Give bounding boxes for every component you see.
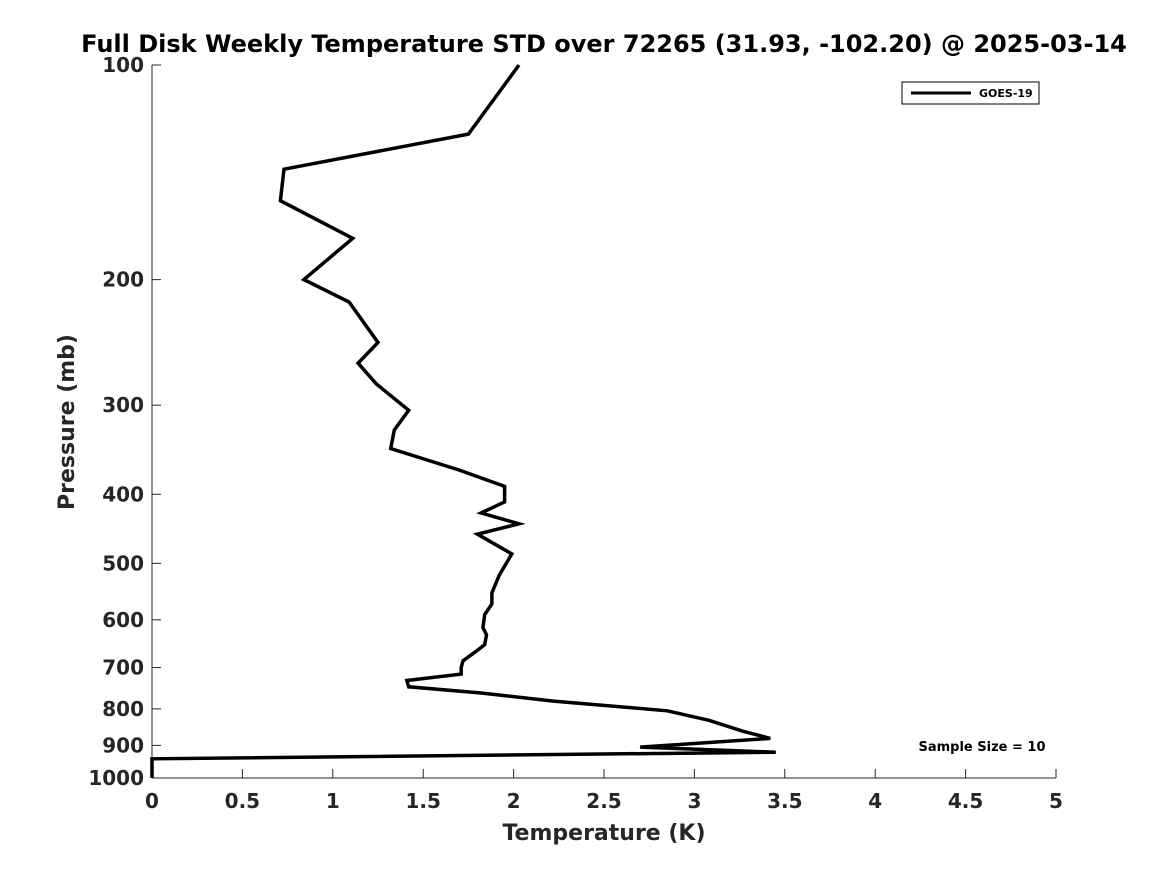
x-tick-label: 5	[1049, 789, 1063, 813]
x-tick-label: 0	[145, 789, 159, 813]
x-tick-label: 4.5	[948, 789, 983, 813]
series-line-goes-19	[150, 63, 776, 778]
x-tick-label: 3.5	[767, 789, 802, 813]
chart-title: Full Disk Weekly Temperature STD over 72…	[81, 30, 1127, 58]
legend-label: GOES-19	[979, 87, 1033, 100]
y-tick-label: 400	[102, 482, 144, 506]
y-tick-label: 800	[102, 697, 144, 721]
y-axis-ticks: 100 200 300 400 500 600 700 800 900 1000	[88, 53, 161, 790]
x-tick-label: 1.5	[405, 789, 440, 813]
legend: GOES-19	[901, 81, 1040, 105]
x-tick-label: 2.5	[586, 789, 621, 813]
x-axis-label: Temperature (K)	[502, 821, 705, 846]
x-tick-label: 3	[687, 789, 701, 813]
y-tick-label: 500	[102, 551, 144, 575]
y-tick-label: 900	[102, 733, 144, 757]
x-axis-ticks: 0 0.5 1 1.5 2 2.5 3 3.5 4 4.5 5	[145, 769, 1063, 813]
y-axis-label: Pressure (mb)	[55, 334, 80, 510]
x-tick-label: 4	[868, 789, 882, 813]
x-tick-label: 0.5	[225, 789, 260, 813]
sample-size-annotation: Sample Size = 10	[918, 740, 1045, 755]
y-tick-label: 200	[102, 268, 144, 292]
y-tick-label: 1000	[88, 766, 144, 790]
x-tick-label: 1	[326, 789, 340, 813]
y-tick-label: 600	[102, 608, 144, 632]
x-tick-label: 2	[507, 789, 521, 813]
y-tick-label: 100	[102, 53, 144, 77]
y-tick-label: 700	[102, 656, 144, 680]
y-tick-label: 300	[102, 393, 144, 417]
